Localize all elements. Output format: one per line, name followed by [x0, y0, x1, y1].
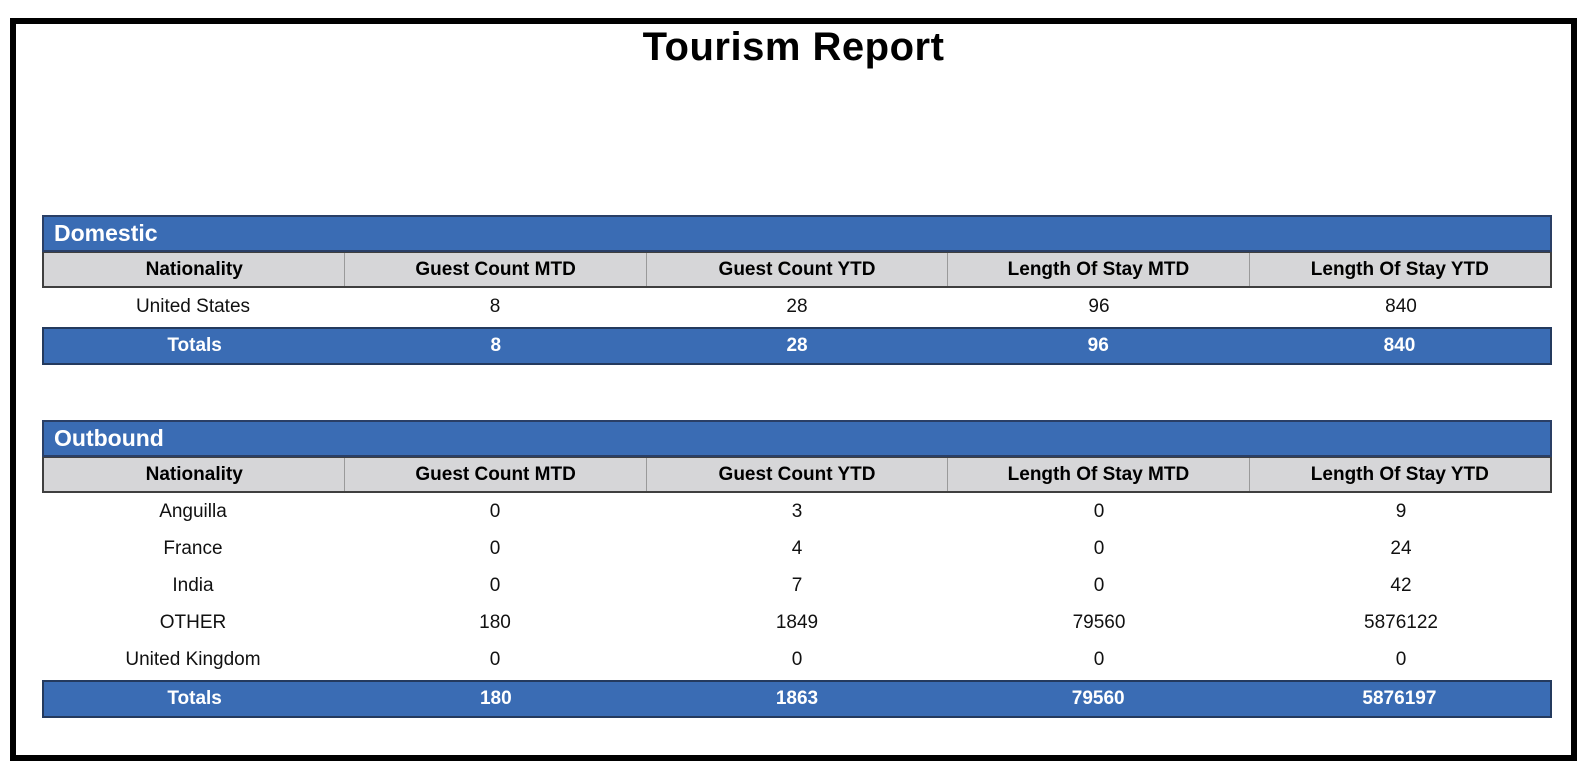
cell-length-of-stay-ytd: 5876122	[1364, 611, 1438, 633]
table-row: OTHER 180 1849 79560 5876122	[42, 604, 1552, 641]
table-row: France 0 4 0 24	[42, 530, 1552, 567]
cell-length-of-stay-ytd: 840	[1385, 295, 1417, 317]
domestic-section-header: Domestic	[42, 215, 1552, 252]
domestic-section-title: Domestic	[54, 220, 158, 246]
totals-guest-count-mtd: 180	[479, 688, 512, 709]
totals-guest-count-ytd: 28	[786, 335, 808, 356]
cell-length-of-stay-ytd: 42	[1390, 574, 1412, 596]
report-page-frame: Tourism Report Domestic Nationality Gues…	[10, 18, 1577, 761]
column-header-length-of-stay-mtd: Length Of Stay MTD	[948, 253, 1250, 286]
cell-guest-count-mtd: 0	[489, 500, 501, 522]
domestic-table: Domestic Nationality Guest Count MTD Gue…	[42, 215, 1552, 365]
cell-nationality: United States	[135, 295, 251, 317]
column-header-guest-count-ytd: Guest Count YTD	[647, 458, 949, 491]
cell-nationality: United Kingdom	[125, 648, 261, 670]
cell-guest-count-ytd: 0	[791, 648, 803, 670]
cell-guest-count-ytd: 1849	[775, 611, 819, 633]
cell-length-of-stay-ytd: 9	[1395, 500, 1407, 522]
outbound-section-title: Outbound	[54, 425, 164, 451]
cell-length-of-stay-ytd: 24	[1390, 537, 1412, 559]
cell-guest-count-ytd: 3	[791, 500, 803, 522]
cell-nationality: OTHER	[159, 611, 227, 633]
cell-guest-count-mtd: 0	[489, 574, 501, 596]
cell-length-of-stay-mtd: 96	[1088, 295, 1110, 317]
totals-length-of-stay-ytd: 840	[1383, 335, 1416, 356]
outbound-column-header-row: Nationality Guest Count MTD Guest Count …	[42, 457, 1552, 493]
cell-guest-count-mtd: 0	[489, 537, 501, 559]
cell-length-of-stay-ytd: 0	[1395, 648, 1407, 670]
outbound-section-header: Outbound	[42, 420, 1552, 457]
cell-guest-count-ytd: 7	[791, 574, 803, 596]
column-header-guest-count-ytd: Guest Count YTD	[647, 253, 949, 286]
cell-nationality: Anguilla	[159, 500, 227, 522]
column-header-nationality: Nationality	[44, 253, 346, 286]
outbound-totals-row: Totals 180 1863 79560 5876197	[42, 680, 1552, 718]
cell-length-of-stay-mtd: 0	[1093, 537, 1105, 559]
column-header-length-of-stay-ytd: Length Of Stay YTD	[1310, 463, 1489, 485]
cell-length-of-stay-mtd: 79560	[1072, 611, 1126, 633]
column-header-guest-count-mtd: Guest Count MTD	[345, 458, 647, 491]
table-row: Anguilla 0 3 0 9	[42, 493, 1552, 530]
page-title: Tourism Report	[642, 25, 945, 69]
cell-guest-count-mtd: 8	[489, 295, 501, 317]
column-header-length-of-stay-ytd: Length Of Stay YTD	[1310, 258, 1489, 280]
totals-label: Totals	[167, 688, 222, 709]
totals-length-of-stay-ytd: 5876197	[1362, 688, 1437, 709]
cell-guest-count-mtd: 0	[489, 648, 501, 670]
column-header-guest-count-mtd: Guest Count MTD	[345, 253, 647, 286]
column-header-length-of-stay-mtd: Length Of Stay MTD	[948, 458, 1250, 491]
column-header-nationality: Nationality	[44, 458, 346, 491]
cell-length-of-stay-mtd: 0	[1093, 648, 1105, 670]
cell-length-of-stay-mtd: 0	[1093, 574, 1105, 596]
totals-label: Totals	[167, 335, 222, 356]
table-row: United States 8 28 96 840	[42, 288, 1552, 325]
totals-guest-count-ytd: 1863	[775, 688, 819, 709]
totals-length-of-stay-mtd: 79560	[1071, 688, 1125, 709]
cell-nationality: France	[163, 537, 223, 559]
domestic-column-header-row: Nationality Guest Count MTD Guest Count …	[42, 252, 1552, 288]
table-row: United Kingdom 0 0 0 0	[42, 641, 1552, 678]
totals-length-of-stay-mtd: 96	[1087, 335, 1109, 356]
cell-nationality: India	[172, 574, 214, 596]
outbound-table: Outbound Nationality Guest Count MTD Gue…	[42, 420, 1552, 718]
domestic-totals-row: Totals 8 28 96 840	[42, 327, 1552, 365]
cell-guest-count-ytd: 28	[786, 295, 808, 317]
cell-guest-count-mtd: 180	[479, 611, 511, 633]
cell-length-of-stay-mtd: 0	[1093, 500, 1105, 522]
totals-guest-count-mtd: 8	[490, 335, 502, 356]
cell-guest-count-ytd: 4	[791, 537, 803, 559]
table-row: India 0 7 0 42	[42, 567, 1552, 604]
